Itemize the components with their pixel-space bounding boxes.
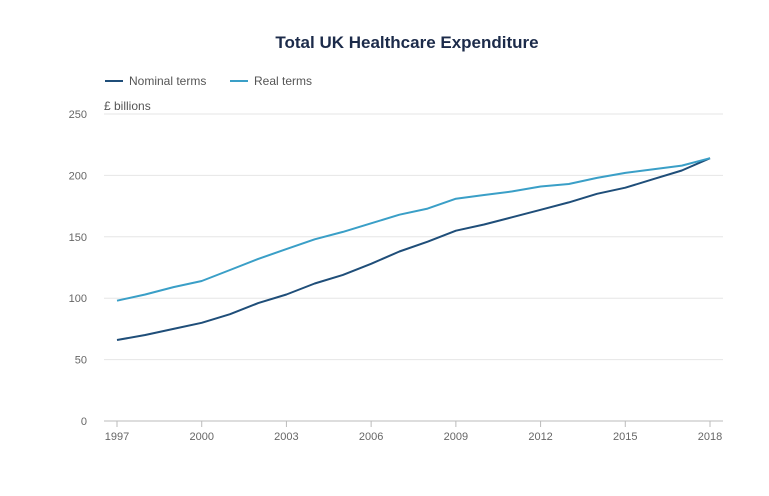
x-tick-label: 2000 <box>189 431 213 443</box>
y-tick-label: 200 <box>69 170 87 182</box>
x-tick-label: 2012 <box>528 431 552 443</box>
y-tick-label: 250 <box>69 109 87 121</box>
series-line-real <box>116 157 711 302</box>
y-tick-label: 150 <box>69 232 87 244</box>
x-axis: 1997 2000 2003 2006 2009 2012 2015 2018 <box>104 420 723 443</box>
legend: Nominal terms Real terms <box>105 74 312 88</box>
x-tick-label: 2018 <box>698 431 722 443</box>
y-tick-label: 50 <box>75 355 87 367</box>
y-axis-unit-label: £ billions <box>104 99 151 113</box>
y-tick-label: 100 <box>69 293 87 305</box>
x-tick-label: 2009 <box>444 431 468 443</box>
y-axis-ticks: 0 50 100 150 200 250 <box>69 109 87 428</box>
y-tick-label: 0 <box>81 416 87 428</box>
series-line-nominal <box>116 157 711 341</box>
series-lines <box>116 157 711 341</box>
x-tick-label: 2006 <box>359 431 383 443</box>
gridlines <box>104 113 723 361</box>
x-tick-label: 2003 <box>274 431 298 443</box>
chart-title: Total UK Healthcare Expenditure <box>275 33 538 52</box>
x-tick-label: 1997 <box>105 431 129 443</box>
x-tick-label: 2015 <box>613 431 637 443</box>
legend-label-nominal: Nominal terms <box>129 74 206 88</box>
legend-label-real: Real terms <box>254 74 312 88</box>
